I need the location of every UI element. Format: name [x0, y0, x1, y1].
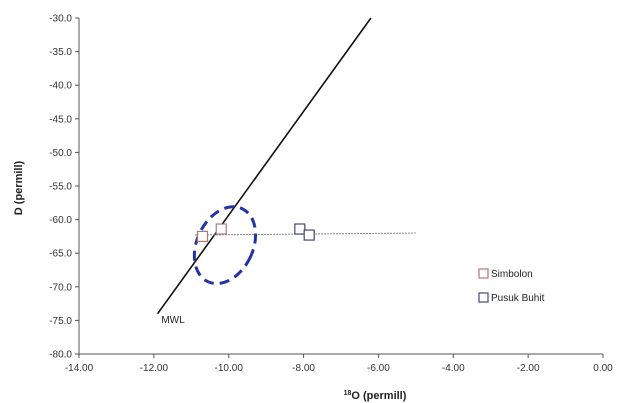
x-tick-label: -4.00	[442, 363, 465, 374]
legend-marker-pusuk-buhit	[478, 292, 489, 303]
highlight-ellipse-group	[192, 205, 258, 286]
y-tick-label: -45.0	[49, 114, 72, 125]
x-axis-title: 18O (permill)	[344, 390, 407, 402]
x-tick-label: -2.00	[517, 363, 540, 374]
x-axis-title-superscript: 18	[344, 390, 352, 397]
x-tick-label: -14.00	[65, 363, 94, 374]
legend: Simbolon Pusuk Buhit	[474, 262, 586, 312]
y-tick-label: -55.0	[49, 182, 72, 193]
legend-label-simbolon: Simbolon	[491, 269, 533, 280]
y-tick-label: -60.0	[49, 215, 72, 226]
x-tick-label: -6.00	[367, 363, 390, 374]
lines	[156, 17, 416, 315]
annotation-mwl: MWL	[161, 315, 185, 326]
highlight-ellipse	[192, 205, 258, 286]
annotations: MWL	[161, 315, 185, 326]
y-tick-label: -50.0	[49, 148, 72, 159]
x-axis-title-text: O (permill)	[351, 390, 406, 402]
y-axis-title: D (permill)	[13, 160, 25, 215]
points	[196, 223, 315, 242]
legend-label-pusuk-buhit: Pusuk Buhit	[491, 293, 545, 304]
x-tick-label: 0.00	[593, 363, 613, 374]
x-tick-label: -12.00	[140, 363, 169, 374]
y-tick-label: -70.0	[49, 282, 72, 293]
legend-marker-simbolon	[478, 268, 489, 279]
line-mwl	[156, 17, 372, 315]
x-tick-label: -8.00	[292, 363, 315, 374]
y-tick-label: -35.0	[49, 47, 72, 58]
x-tick-label: -10.00	[215, 363, 244, 374]
point-simbolon	[196, 230, 209, 242]
y-tick-label: -30.0	[49, 14, 72, 25]
y-ticks: -30.0 -35.0 -40.0 -45.0 -50.0 -55.0 -60.0 -65.0…	[49, 14, 79, 361]
y-tick-label: -80.0	[49, 350, 72, 361]
y-tick-label: -65.0	[49, 249, 72, 260]
point-pusuk-buhit	[294, 223, 306, 235]
point-pusuk-buhit	[303, 229, 315, 241]
x-ticks: -14.00 -12.00 -10.00 -8.00 -6.00 -4.00 -2.00 0.…	[65, 354, 613, 374]
y-tick-label: -75.0	[49, 316, 72, 327]
trend-line	[195, 232, 416, 236]
y-tick-label: -40.0	[49, 81, 72, 92]
point-simbolon	[215, 223, 227, 235]
legend-box	[474, 262, 586, 312]
